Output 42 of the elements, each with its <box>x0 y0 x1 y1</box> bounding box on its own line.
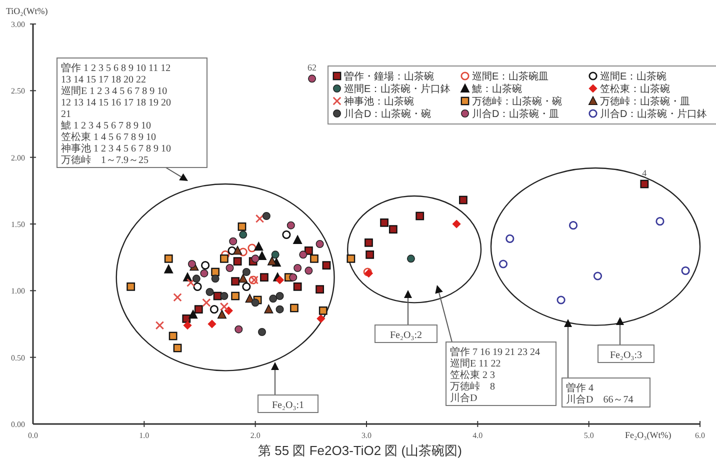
x-axis-title: Fe₂O₃(Wt%) <box>625 430 672 440</box>
y-tick-label: 2.00 <box>11 153 25 162</box>
annotation: 曽作 7 16 19 21 23 24 巡間E 11 22 笠松東 2 3 万徳峠 8 川合D <box>450 346 540 404</box>
x-tick-label: 0.0 <box>28 431 38 440</box>
callout-box: 曽作 4 川合D 66～74 <box>562 378 650 408</box>
x-tick-label: 3.0 <box>362 431 372 440</box>
x-tick-label: 5.0 <box>584 431 594 440</box>
annotation: Fe₂O₃:1 <box>272 400 304 411</box>
legend-label: 笠松東：山茶碗 <box>600 83 670 95</box>
annotation: 62 <box>308 62 317 73</box>
x-tick-label: 2.0 <box>250 431 260 440</box>
y-tick-label: 1.50 <box>11 220 25 229</box>
legend-label: 巡間E：山茶碗皿 <box>472 70 549 82</box>
legend-label: 万徳峠：山茶碗・碗 <box>472 96 562 108</box>
legend-label: 川合D：山茶碗・片口鉢 <box>600 108 708 120</box>
legend-label: 川合D：山茶碗・皿 <box>472 108 560 120</box>
x-tick-label: 4.0 <box>472 431 483 440</box>
legend-label: 川合D：山茶碗・碗 <box>344 108 432 120</box>
annotation: Fe₂O₃:3 <box>610 350 642 361</box>
callout-box: Fe₂O₃:2 <box>374 324 438 343</box>
y-tick-label: 0.50 <box>11 353 25 362</box>
annotation: Fe₂O₃:2 <box>390 330 422 341</box>
callout-box: Fe₂O₃:1 <box>258 394 318 413</box>
legend-label: 神事池：山茶碗 <box>344 96 414 108</box>
legend-label: 万徳峠：山茶碗・皿 <box>600 96 690 108</box>
y-axis-title: TiO₂(Wt%) <box>6 6 48 16</box>
y-tick-label: 2.50 <box>11 86 25 96</box>
legend-label: 曽作・鐘場：山茶碗 <box>344 70 434 82</box>
x-tick-label: 6.0 <box>695 431 705 440</box>
callout-box: 曽作 7 16 19 21 23 24 巡間E 11 22 笠松東 2 3 万徳峠 8 川合D <box>446 342 556 406</box>
annotation: 曽作 4 川合D 66～74 <box>566 382 634 406</box>
x-tick-label: 1.0 <box>139 431 150 440</box>
text: 第 55 図 Fe2O3-TiO2 図 (山茶碗図) <box>258 443 462 458</box>
y-tick-label: 3.00 <box>11 20 25 29</box>
y-tick-label: 0.00 <box>11 420 25 429</box>
callout-box: Fe₂O₃:3 <box>598 344 654 363</box>
legend-label: 鯱：山茶碗 <box>472 83 522 95</box>
legend-label: 巡間E：山茶碗 <box>600 70 667 82</box>
legend-label: 巡間E：山茶碗・片口鉢 <box>344 83 451 95</box>
annotation: 4 <box>642 168 648 178</box>
callout-box: 曽作 1 2 3 5 6 8 9 10 11 12 13 14 15 17 18 20 22 巡間E 1 2 3 4 5 6 7 8 9 10 12 13 14 15 16 17 18 19 20 21 鯱 1 2 3 4 5 6 7 8 9 10 笠松東 1 4 5 6 7 8 9 10 神事池 1 2 3 4 5 6 7 8 9 10 万徳峠 1～7.9～25 <box>56 58 208 168</box>
y-tick-label: 1.00 <box>11 286 25 296</box>
